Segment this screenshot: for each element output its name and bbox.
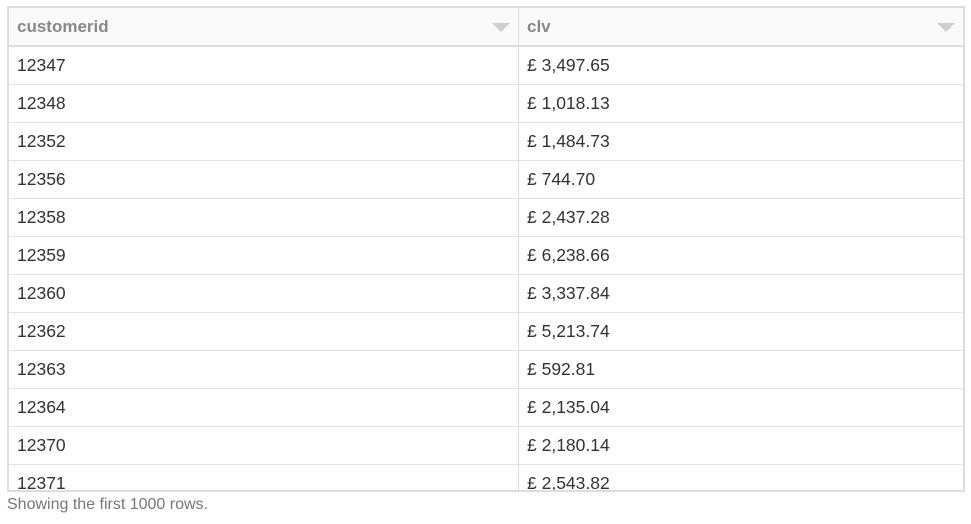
cell-customerid: 12363	[9, 351, 519, 388]
table-row[interactable]: 12362 £ 5,213.74	[9, 313, 963, 351]
column-label: clv	[527, 16, 551, 36]
table-row[interactable]: 12347 £ 3,497.65	[9, 47, 963, 85]
cell-clv: £ 2,180.14	[527, 435, 610, 455]
cell-clv: £ 5,213.74	[527, 321, 610, 341]
cell-clv: £ 1,018.13	[527, 93, 610, 113]
grid-header: customerid clv	[9, 8, 963, 47]
table-row[interactable]: 12359 £ 6,238.66	[9, 237, 963, 275]
cell-clv: £ 3,497.65	[527, 55, 610, 75]
cell-customerid: 12371	[9, 465, 519, 490]
cell-customerid: 12356	[9, 161, 519, 198]
table-row[interactable]: 12348 £ 1,018.13	[9, 85, 963, 123]
cell-customerid: 12352	[9, 123, 519, 160]
sort-dropdown-icon[interactable]	[937, 23, 955, 32]
cell-clv: £ 592.81	[527, 359, 596, 379]
table-row[interactable]: 12356 £ 744.70	[9, 161, 963, 199]
table-row[interactable]: 12358 £ 2,437.28	[9, 199, 963, 237]
column-header-clv[interactable]: clv	[519, 8, 963, 45]
cell-clv: £ 744.70	[527, 169, 596, 189]
cell-clv: £ 1,484.73	[527, 131, 610, 151]
cell-clv: £ 2,135.04	[527, 397, 610, 417]
cell-customerid: 12364	[9, 389, 519, 426]
table-row[interactable]: 12360 £ 3,337.84	[9, 275, 963, 313]
cell-customerid: 12362	[9, 313, 519, 350]
column-label: customerid	[17, 16, 109, 36]
table-row[interactable]: 12371 £ 2,543.82	[9, 465, 963, 492]
cell-customerid: 12360	[9, 275, 519, 312]
cell-customerid: 12359	[9, 237, 519, 274]
column-header-customerid[interactable]: customerid	[9, 8, 519, 45]
table-row[interactable]: 12364 £ 2,135.04	[9, 389, 963, 427]
grid-body: 12347 £ 3,497.65 12348 £ 1,018.13 12352 £ 1,4…	[9, 47, 963, 492]
cell-clv: £ 3,337.84	[527, 283, 610, 303]
cell-clv: £ 2,437.28	[527, 207, 610, 227]
cell-customerid: 12358	[9, 199, 519, 236]
cell-clv: £ 2,543.82	[527, 473, 610, 492]
table-row[interactable]: 12370 £ 2,180.14	[9, 427, 963, 465]
cell-customerid: 12348	[9, 85, 519, 122]
row-count-note: Showing the first 1000 rows.	[7, 496, 208, 513]
cell-clv: £ 6,238.66	[527, 245, 610, 265]
table-row[interactable]: 12352 £ 1,484.73	[9, 123, 963, 161]
data-grid[interactable]: customerid clv 12347 £ 3,497.65 12348 £ 1,0…	[7, 6, 965, 492]
table-row[interactable]: 12363 £ 592.81	[9, 351, 963, 389]
cell-customerid: 12370	[9, 427, 519, 464]
cell-customerid: 12347	[9, 47, 519, 84]
sort-dropdown-icon[interactable]	[492, 23, 510, 32]
